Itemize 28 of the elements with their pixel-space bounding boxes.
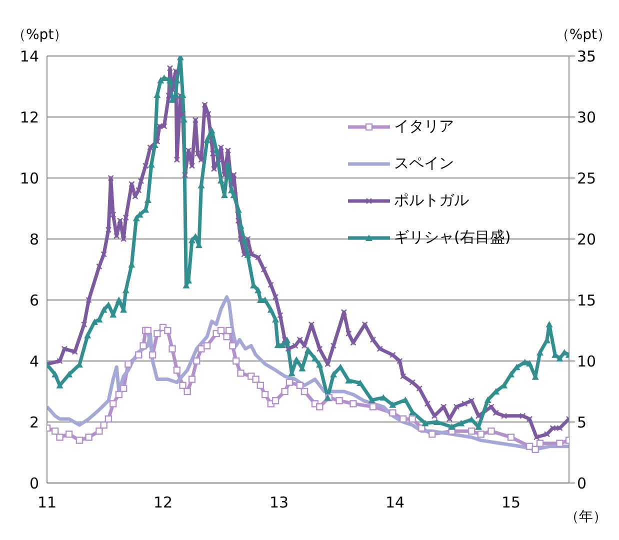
x-tick-label: 12 (153, 494, 173, 512)
y2-tick-label: 20 (577, 230, 596, 248)
legend-label: スペイン (394, 154, 454, 173)
y-tick-label: 2 (29, 413, 39, 432)
y2-tick-label: 5 (577, 413, 587, 432)
y2-axis-title: （%pt） (555, 26, 611, 44)
x-tick-label: 11 (37, 494, 57, 512)
y-axis-title: （%pt） (12, 26, 68, 44)
y2-tick-label: 0 (577, 474, 587, 492)
legend-label: ポルトガル (394, 191, 469, 210)
y-tick-label: 12 (20, 108, 39, 126)
y-tick-label: 8 (29, 230, 39, 248)
y2-tick-label: 15 (577, 291, 596, 310)
x-tick-label: 15 (501, 494, 521, 512)
y-tick-label: 10 (20, 169, 39, 188)
y2-tick-label: 25 (577, 169, 596, 188)
y-tick-label: 0 (29, 474, 39, 492)
y-tick-label: 14 (20, 47, 39, 66)
x-axis-title: （年） (565, 508, 607, 526)
x-tick-label: 13 (269, 494, 289, 512)
y-tick-label: 4 (29, 352, 39, 370)
legend-label: イタリア (394, 117, 454, 136)
x-tick-label: 14 (385, 494, 405, 512)
legend-label: ギリシャ(右目盛) (394, 228, 511, 247)
y2-tick-label: 10 (577, 352, 596, 370)
y2-tick-label: 30 (577, 108, 596, 126)
y2-tick-label: 35 (577, 47, 596, 66)
y-tick-label: 6 (29, 291, 39, 310)
